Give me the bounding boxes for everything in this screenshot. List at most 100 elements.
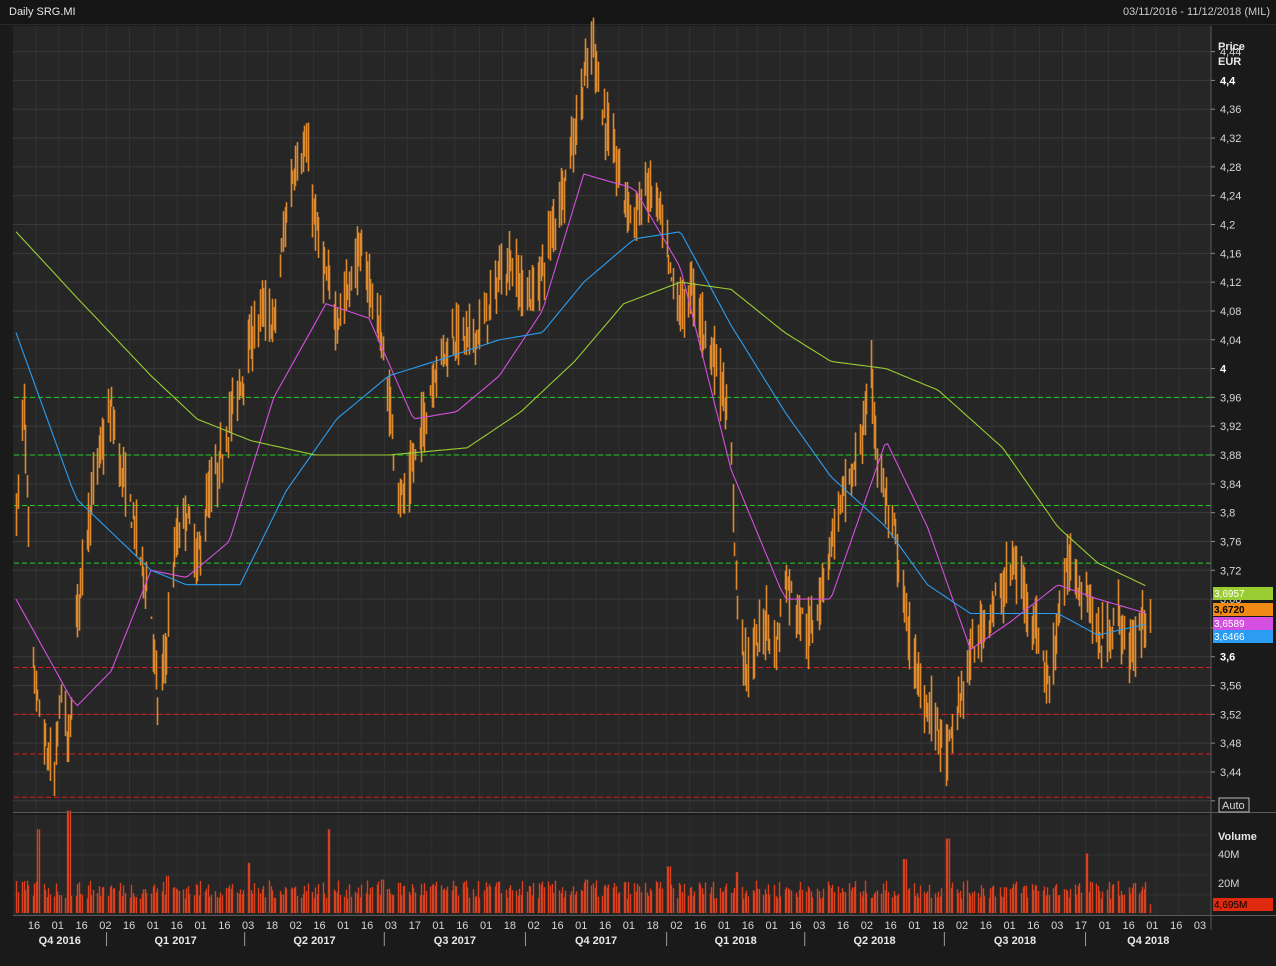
day-tick-label: 16 <box>75 920 87 932</box>
grid-lines <box>13 26 1211 915</box>
price-tick-label: 4,24 <box>1220 191 1241 203</box>
price-tick-label: 3,76 <box>1220 536 1241 548</box>
day-tick-label: 02 <box>528 920 540 932</box>
day-tick-label: 18 <box>647 920 659 932</box>
price-tick-label: 4,4 <box>1220 75 1236 87</box>
price-tick-label: 3,92 <box>1220 421 1241 433</box>
day-tick-label: 16 <box>599 920 611 932</box>
price-tick-label: 4,44 <box>1220 47 1241 59</box>
quarter-label: Q3 2018 <box>994 935 1036 947</box>
quarter-label: Q1 2017 <box>154 935 196 947</box>
day-tick-label: 01 <box>432 920 444 932</box>
price-tick-label: 4,36 <box>1220 104 1241 116</box>
day-tick-label: 03 <box>385 920 397 932</box>
price-tick-label: 3,96 <box>1220 392 1241 404</box>
day-tick-label: 01 <box>1004 920 1016 932</box>
day-tick-label: 01 <box>1146 920 1158 932</box>
day-tick-label: 01 <box>194 920 206 932</box>
chart-header: Daily SRG.MI 03/11/2016 - 11/12/2018 (MI… <box>0 0 1276 25</box>
last-value-ma_green: 3,6957 <box>1214 589 1245 600</box>
moving-average-green <box>15 231 1146 587</box>
price-tick-label: 4,08 <box>1220 306 1241 318</box>
day-tick-label: 16 <box>837 920 849 932</box>
quarter-label: Q4 2016 <box>39 935 81 947</box>
price-tick-label: 3,48 <box>1220 738 1241 750</box>
day-tick-label: 16 <box>171 920 183 932</box>
volume-bars <box>15 810 1152 913</box>
price-tick-label: 4,28 <box>1220 162 1241 174</box>
day-tick-label: 02 <box>99 920 111 932</box>
volume-tick: 40M <box>1218 849 1239 861</box>
volume-tick: 20M <box>1218 878 1239 890</box>
last-value-close: 3,6720 <box>1214 605 1245 616</box>
day-tick-label: 03 <box>242 920 254 932</box>
day-tick-label: 16 <box>28 920 40 932</box>
price-tick-label: 3,72 <box>1220 565 1241 577</box>
price-tick-label: 4,12 <box>1220 277 1241 289</box>
price-panel <box>13 26 1211 812</box>
time-axis: 16 01 16 02 16 01 16 01 16 03 18 02 16 01 16 03 17 01 16 01… <box>28 920 1206 947</box>
volume-axis-title: Volume <box>1218 831 1257 843</box>
day-tick-label: 16 <box>1027 920 1039 932</box>
date-range: 03/11/2016 - 11/12/2018 (MIL) <box>1123 6 1270 18</box>
price-tick-label: 3,56 <box>1220 681 1241 693</box>
day-tick-label: 01 <box>337 920 349 932</box>
price-tick-label: 4,2 <box>1220 220 1235 232</box>
quarter-label: Q4 2017 <box>575 935 617 947</box>
last-value-badge-ma_magenta <box>1213 617 1273 630</box>
day-tick-label: 16 <box>885 920 897 932</box>
day-tick-label: 16 <box>123 920 135 932</box>
day-tick-label: 02 <box>290 920 302 932</box>
auto-scale-label: Auto <box>1222 800 1245 812</box>
price-tick-label: 3,88 <box>1220 450 1241 462</box>
last-value-badge-ma_green <box>1213 587 1273 600</box>
day-tick-label: 01 <box>623 920 635 932</box>
day-tick-label: 03 <box>1051 920 1063 932</box>
price-axis-unit: EUR <box>1218 56 1241 68</box>
last-value-ma_blue: 3,6466 <box>1214 632 1245 643</box>
day-tick-label: 16 <box>1122 920 1134 932</box>
day-tick-label: 16 <box>313 920 325 932</box>
auto-scale-button[interactable] <box>1218 797 1250 813</box>
day-tick-label: 16 <box>742 920 754 932</box>
price-tick-label: 3,44 <box>1220 767 1241 779</box>
day-tick-label: 03 <box>813 920 825 932</box>
day-tick-label: 17 <box>1075 920 1087 932</box>
day-tick-label: 18 <box>504 920 516 932</box>
day-tick-label: 16 <box>456 920 468 932</box>
day-tick-label: 01 <box>908 920 920 932</box>
day-tick-label: 01 <box>480 920 492 932</box>
day-tick-label: 02 <box>956 920 968 932</box>
last-value-badge-ma_blue <box>1213 630 1273 643</box>
volume-panel <box>13 815 1211 915</box>
day-tick-label: 16 <box>789 920 801 932</box>
day-tick-label: 16 <box>980 920 992 932</box>
price-tick-label: 4,32 <box>1220 133 1241 145</box>
day-tick-label: 02 <box>670 920 682 932</box>
day-tick-label: 01 <box>147 920 159 932</box>
last-value-badge-close <box>1213 603 1273 616</box>
day-tick-label: 16 <box>694 920 706 932</box>
day-tick-label: 16 <box>551 920 563 932</box>
last-volume-badge <box>1213 898 1273 911</box>
day-tick-label: 18 <box>932 920 944 932</box>
day-tick-label: 18 <box>266 920 278 932</box>
day-tick-label: 16 <box>1170 920 1182 932</box>
price-tick-label: 3,52 <box>1220 709 1241 721</box>
day-tick-label: 01 <box>52 920 64 932</box>
last-volume-value: 4,695M <box>1214 900 1247 911</box>
price-axis-title: Price <box>1218 41 1245 53</box>
last-value-labels: 3,6957 3,6720 3,6589 3,6466 4,695M <box>1213 587 1273 911</box>
day-tick-label: 02 <box>861 920 873 932</box>
day-tick-label: 01 <box>766 920 778 932</box>
price-tick-label: 4 <box>1220 364 1227 376</box>
moving-average-blue <box>15 231 1146 636</box>
price-tick-label: 4,04 <box>1220 335 1241 347</box>
chart-title: Daily SRG.MI <box>9 6 76 18</box>
moving-average-magenta <box>15 173 1146 707</box>
price-tick-label: 3,6 <box>1220 652 1235 664</box>
day-tick-label: 16 <box>361 920 373 932</box>
day-tick-label: 17 <box>409 920 421 932</box>
